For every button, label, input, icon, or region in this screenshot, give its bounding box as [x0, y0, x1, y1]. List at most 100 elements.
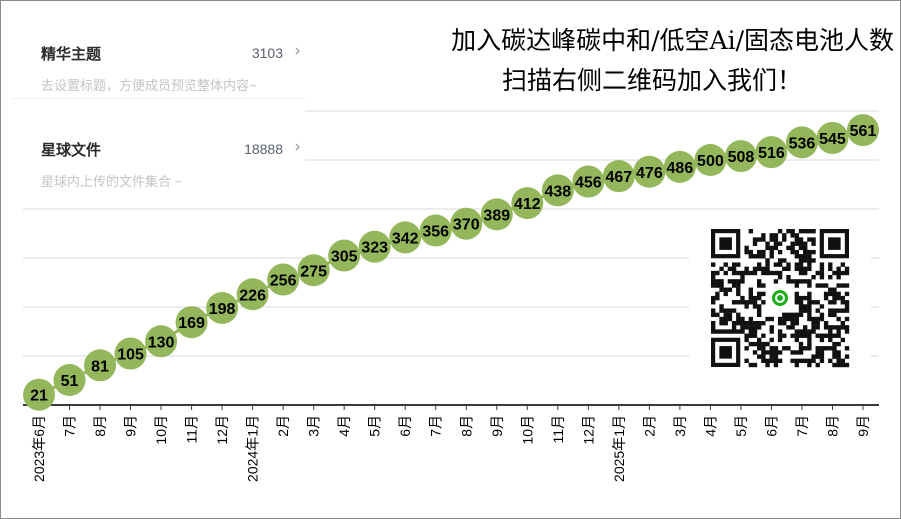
x-tick-label: 11月	[550, 415, 566, 444]
x-tick-label: 7月	[428, 415, 444, 437]
panel-row-featured[interactable]: 精华主题 3103 › 去设置标题，方便成员预览整体内容~	[13, 23, 305, 99]
data-point	[450, 207, 483, 240]
data-label: 467	[606, 169, 633, 186]
x-tick-label: 5月	[367, 415, 383, 437]
row-count: 3103	[251, 45, 283, 61]
data-label: 561	[850, 123, 877, 140]
data-label: 412	[514, 196, 541, 213]
data-point	[480, 198, 513, 231]
data-label: 456	[575, 175, 602, 192]
data-point	[847, 114, 879, 147]
data-point	[389, 221, 422, 254]
data-point	[267, 263, 300, 296]
data-point	[724, 140, 757, 173]
data-label: 305	[331, 249, 358, 266]
x-tick-label: 8月	[458, 415, 474, 437]
data-label: 536	[789, 135, 816, 152]
x-tick-label: 11月	[184, 415, 200, 444]
data-point	[84, 349, 117, 382]
data-point	[206, 291, 239, 324]
data-label: 342	[392, 230, 419, 247]
x-tick-labels: 2023年6月 7月 8月 9月 10月 11月 12月 2024年1月 2月 3月 4月 5月 6月 7…	[31, 415, 871, 482]
row-subtitle: 去设置标题，方便成员预览整体内容~	[41, 78, 257, 93]
data-label: 105	[117, 347, 144, 364]
data-point	[572, 165, 605, 198]
x-tick-label: 3月	[306, 415, 322, 437]
data-label: 198	[209, 301, 236, 318]
x-tick-label: 2月	[275, 415, 291, 437]
data-label: 51	[61, 373, 79, 390]
data-point	[419, 214, 452, 247]
x-tick-label: 6月	[763, 415, 779, 437]
data-label: 226	[239, 287, 266, 304]
divider	[13, 98, 305, 99]
headline-line-1: 加入碳达峰碳中和/低空Ai/固态电池人数	[451, 26, 894, 55]
data-point	[145, 325, 178, 358]
data-point	[53, 364, 86, 397]
data-point	[816, 121, 849, 154]
data-point	[114, 337, 147, 370]
data-point	[633, 155, 666, 188]
x-tick-label: 4月	[336, 415, 352, 437]
qr-code-graphic	[711, 229, 850, 368]
x-tick-label: 12月	[580, 415, 596, 445]
data-label: 275	[300, 263, 327, 280]
data-label: 500	[697, 153, 724, 170]
row-subtitle: 星球内上传的文件集合 ~	[41, 174, 183, 189]
x-tick-label: 9月	[855, 415, 871, 437]
data-point	[694, 144, 727, 176]
data-point	[785, 126, 818, 159]
x-tick-label: 2月	[641, 415, 657, 437]
data-label: 370	[453, 217, 480, 234]
x-axis	[23, 404, 879, 410]
data-label: 356	[422, 224, 449, 241]
chevron-right-icon: ›	[294, 137, 301, 157]
x-tick-label: 9月	[123, 415, 139, 437]
panel-row-files[interactable]: 星球文件 18888 › 星球内上传的文件集合 ~	[13, 119, 305, 195]
data-label: 130	[148, 334, 175, 351]
info-panel: 精华主题 3103 › 去设置标题，方便成员预览整体内容~ 星球文件 18888…	[13, 23, 305, 195]
data-label: 323	[361, 240, 388, 257]
x-tick-label: 10月	[153, 415, 169, 445]
x-tick-label: 2024年1月	[245, 415, 261, 482]
data-point	[602, 160, 635, 193]
x-tick-label: 5月	[733, 415, 749, 437]
data-label: 389	[483, 207, 510, 224]
data-label: 476	[636, 165, 663, 182]
x-tick-label: 2023年6月	[31, 415, 47, 482]
data-point	[358, 230, 391, 263]
data-point	[511, 187, 544, 220]
data-point	[297, 254, 330, 287]
data-label: 169	[178, 315, 205, 332]
data-point	[23, 378, 55, 411]
data-point	[236, 278, 269, 311]
row-title: 精华主题	[41, 46, 102, 63]
x-tick-label: 7月	[62, 415, 78, 437]
x-tick-label: 8月	[92, 415, 108, 437]
data-label: 545	[819, 131, 846, 148]
x-tick-label: 4月	[702, 415, 718, 437]
x-tick-label: 2025年1月	[611, 415, 627, 482]
x-tick-label: 3月	[672, 415, 688, 437]
headline-line-2: 扫描右侧二维码加入我们！	[501, 66, 802, 95]
x-tick-label: 8月	[824, 415, 840, 437]
data-label: 516	[758, 145, 785, 162]
data-label: 21	[30, 388, 48, 405]
data-point	[663, 150, 696, 183]
x-tick-label: 9月	[489, 415, 505, 437]
chevron-right-icon: ›	[294, 41, 301, 61]
data-label: 438	[544, 183, 571, 200]
data-label: 508	[728, 149, 755, 166]
qr-code-icon[interactable]	[689, 213, 871, 381]
x-tick-label: 7月	[794, 415, 810, 437]
data-point	[541, 174, 574, 207]
x-tick-label: 10月	[519, 415, 535, 445]
data-label: 486	[667, 160, 694, 177]
row-title: 星球文件	[41, 142, 102, 159]
x-tick-label: 12月	[214, 415, 230, 445]
data-label: 81	[91, 358, 109, 375]
data-label: 256	[270, 273, 297, 290]
data-point	[755, 136, 788, 169]
data-point	[175, 306, 208, 339]
